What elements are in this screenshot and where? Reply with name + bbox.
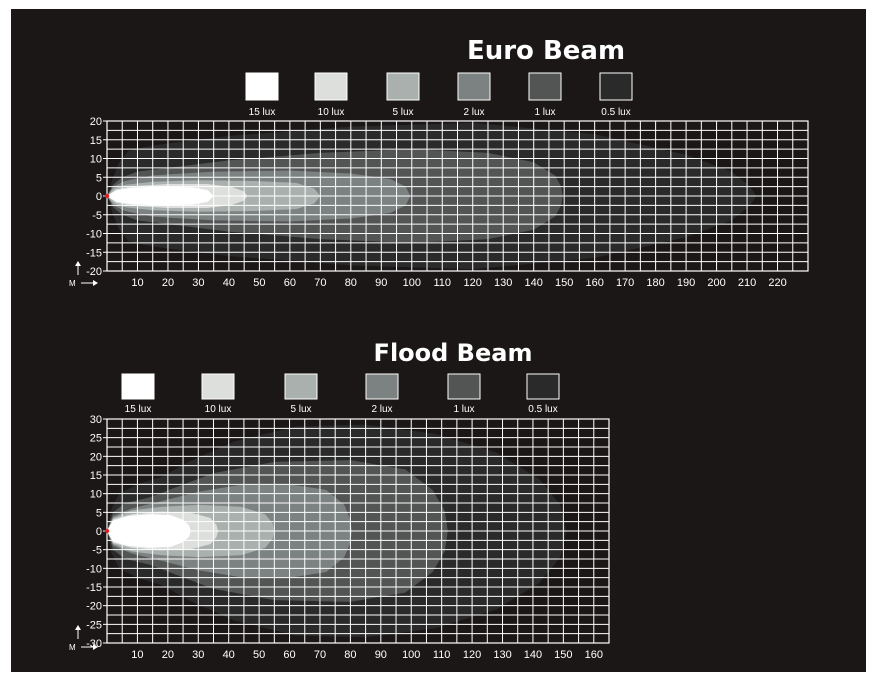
legend-swatch [201, 373, 235, 400]
y-tick-label: -20 [86, 266, 102, 278]
x-tick-label: 120 [463, 649, 481, 661]
x-tick-label: 50 [253, 649, 265, 661]
legend-label: 10 lux [318, 107, 345, 118]
legend-swatch [245, 72, 279, 101]
x-tick-label: 60 [284, 277, 296, 289]
x-tick-label: 90 [375, 277, 387, 289]
beam-charts-svg: Euro Beam 15 lux 10 lux 5 lux 2 lux 1 lux 0.5 … [69, 36, 809, 661]
legend-label: 2 lux [463, 107, 484, 118]
chart-0: Euro Beam 15 lux 10 lux 5 lux 2 lux 1 lux 0.5 … [69, 36, 809, 289]
legend-swatch [365, 373, 399, 400]
x-tick-label: 80 [345, 277, 357, 289]
legend-label: 15 lux [249, 107, 276, 118]
legend-swatch [528, 72, 562, 101]
x-tick-label: 50 [253, 277, 265, 289]
y-tick-label: 30 [90, 414, 102, 426]
x-tick-label: 190 [677, 277, 695, 289]
x-tick-label: 150 [555, 277, 573, 289]
x-tick-label: 130 [493, 649, 511, 661]
x-tick-label: 20 [162, 649, 174, 661]
y-tick-label: 0 [96, 191, 102, 203]
legend-label: 0.5 lux [528, 404, 557, 415]
legend-swatch [457, 72, 491, 101]
lamp-origin-marker [104, 528, 110, 534]
legend-label: 1 lux [453, 404, 474, 415]
legend-swatch [386, 72, 420, 101]
y-tick-label: 10 [90, 154, 102, 166]
x-tick-label: 170 [616, 277, 634, 289]
y-tick-label: 15 [90, 470, 102, 482]
x-tick-label: 120 [464, 277, 482, 289]
x-tick-label: 130 [494, 277, 512, 289]
x-tick-label: 160 [585, 649, 603, 661]
grid [107, 419, 609, 643]
x-tick-label: 110 [433, 649, 451, 661]
x-tick-label: 110 [433, 277, 451, 289]
y-tick-label: -10 [86, 563, 102, 575]
y-tick-label: -10 [86, 229, 102, 241]
x-tick-label: 160 [585, 277, 603, 289]
x-tick-label: 180 [646, 277, 664, 289]
chart-title: Flood Beam [374, 339, 533, 367]
y-tick-label: 0 [96, 526, 102, 538]
x-tick-label: 100 [402, 649, 420, 661]
legend-label: 0.5 lux [601, 107, 630, 118]
y-tick-label: -5 [92, 210, 102, 222]
x-tick-label: 140 [524, 649, 542, 661]
legend-swatch [526, 373, 560, 400]
y-tick-label: -20 [86, 601, 102, 613]
x-tick-label: 80 [344, 649, 356, 661]
axis-arrows-icon [75, 625, 98, 650]
x-tick-label: 90 [375, 649, 387, 661]
x-tick-label: 70 [314, 649, 326, 661]
legend-swatch [284, 373, 318, 400]
x-tick-label: 40 [223, 649, 235, 661]
legend-label: 10 lux [205, 404, 232, 415]
chart-title: Euro Beam [467, 36, 625, 66]
lamp-origin-marker [104, 193, 110, 199]
legend-label: 1 lux [534, 107, 555, 118]
legend-label: 5 lux [290, 404, 311, 415]
y-tick-label: -5 [92, 545, 102, 557]
x-tick-label: 210 [738, 277, 756, 289]
x-tick-label: 70 [314, 277, 326, 289]
chart-1: Flood Beam 15 lux 10 lux 5 lux 2 lux 1 lux 0.5… [69, 339, 610, 661]
chart-frame: Euro Beam 15 lux 10 lux 5 lux 2 lux 1 lux 0.5 … [11, 9, 866, 672]
x-tick-label: 60 [283, 649, 295, 661]
legend-label: 15 lux [125, 404, 152, 415]
x-tick-label: 10 [131, 277, 143, 289]
x-tick-label: 30 [192, 277, 204, 289]
grid [107, 121, 808, 271]
legend-swatch [314, 72, 348, 101]
legend-label: 5 lux [392, 107, 413, 118]
legend-swatch [599, 72, 633, 101]
legend-swatch [121, 373, 155, 400]
y-tick-label: -15 [86, 582, 102, 594]
axis-unit-label: M [69, 643, 76, 652]
legend-label: 2 lux [371, 404, 392, 415]
legend-swatch [447, 373, 481, 400]
axis-arrows-icon [75, 261, 98, 286]
y-tick-label: 20 [90, 451, 102, 463]
axis-unit-label: M [69, 279, 76, 288]
x-tick-label: 100 [403, 277, 421, 289]
y-tick-label: 15 [90, 135, 102, 147]
y-tick-label: -25 [86, 619, 102, 631]
y-tick-label: 5 [96, 172, 102, 184]
y-tick-label: -15 [86, 247, 102, 259]
x-tick-label: 10 [131, 649, 143, 661]
y-tick-label: 5 [96, 507, 102, 519]
y-tick-label: 25 [90, 433, 102, 445]
x-tick-label: 140 [525, 277, 543, 289]
x-tick-label: 200 [707, 277, 725, 289]
y-tick-label: 10 [90, 489, 102, 501]
x-tick-label: 20 [162, 277, 174, 289]
x-tick-label: 40 [223, 277, 235, 289]
x-tick-label: 150 [554, 649, 572, 661]
y-tick-label: 20 [90, 116, 102, 128]
x-tick-label: 220 [768, 277, 786, 289]
x-tick-label: 30 [192, 649, 204, 661]
